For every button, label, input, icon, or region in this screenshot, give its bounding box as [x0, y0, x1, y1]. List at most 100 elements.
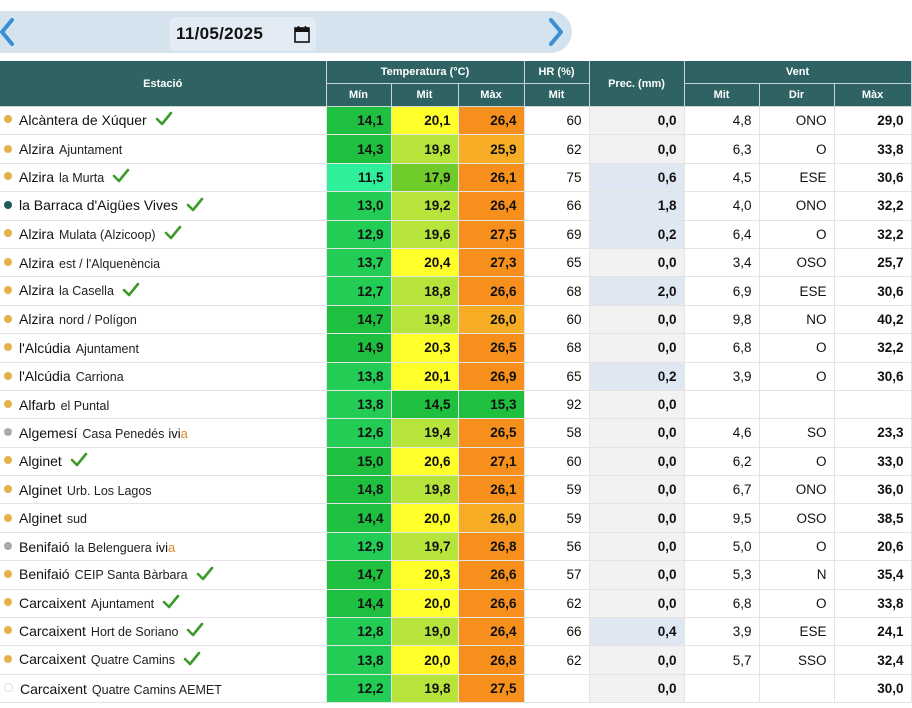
table-row[interactable]: l'Alcúdia Ajuntament 14,9 20,3 26,5 68 0,0 6,8 O…	[0, 333, 912, 363]
table-row[interactable]: Alginet 15,0 20,6 27,1 60 0,0 6,2 O 33,0	[0, 447, 912, 477]
table-row[interactable]: Benifaió la Belenguera ivia 12,9 19,7 26,8 56 0…	[0, 532, 912, 562]
table-row[interactable]: Carcaixent Quatre Camins AEMET 12,2 19,8 27,…	[0, 674, 912, 704]
precipitation-cell: 0,0	[589, 447, 685, 477]
wind-direction-cell: O	[759, 220, 835, 249]
station-subname: Quatre Camins	[90, 653, 175, 668]
temp-mit-cell: 20,0	[391, 589, 459, 619]
header-vent-mit[interactable]: Mit	[684, 83, 760, 107]
wind-mean-cell: 6,2	[684, 447, 760, 477]
station-name[interactable]: Benifaió	[19, 538, 70, 555]
table-row[interactable]: Alzira Ajuntament 14,3 19,8 25,9 62 0,0 6,3 O 33,…	[0, 134, 912, 164]
station-cell[interactable]: Algemesí Casa Penedés ivia	[0, 418, 327, 448]
table-row[interactable]: Alzira la Murta 11,5 17,9 26,1 75 0,6 4,5 ESE 30,…	[0, 163, 912, 193]
station-name[interactable]: Alzira	[19, 168, 55, 185]
station-cell[interactable]: Alcàntera de Xúquer	[0, 106, 327, 136]
table-row[interactable]: Benifaió CEIP Santa Bàrbara 14,7 20,3 26,6 57…	[0, 560, 912, 590]
station-cell[interactable]: Alzira la Murta	[0, 163, 327, 193]
humidity-cell: 56	[524, 532, 590, 562]
station-name[interactable]: Alfarb	[19, 396, 56, 413]
checkmark-icon	[162, 594, 180, 609]
station-cell[interactable]: l'Alcúdia Ajuntament	[0, 333, 327, 363]
precipitation-cell: 0,0	[589, 532, 685, 562]
wind-mean-cell	[684, 390, 760, 420]
station-cell[interactable]: Carcaixent Quatre Camins	[0, 645, 327, 675]
station-cell[interactable]: Alginet sud	[0, 503, 327, 533]
station-name[interactable]: Alzira	[19, 141, 55, 158]
date-input[interactable]: 11/05/2025	[170, 17, 316, 51]
station-name[interactable]: Carcaixent	[19, 623, 86, 639]
header-prec[interactable]: Prec. (mm)	[589, 61, 685, 107]
calendar-icon[interactable]	[294, 25, 310, 43]
table-row[interactable]: Alzira Mulata (Alzicoop) 12,9 19,6 27,5 69 0,2…	[0, 220, 912, 249]
station-name[interactable]: Carcaixent	[19, 651, 86, 668]
station-cell[interactable]: Alginet Urb. Los Lagos	[0, 475, 327, 505]
station-name[interactable]: Algemesí	[19, 424, 78, 441]
header-temp-max[interactable]: Màx	[458, 83, 525, 107]
table-row[interactable]: Carcaixent Ajuntament 14,4 20,0 26,6 62 0,0 6,8…	[0, 589, 912, 619]
wind-max-cell: 32,2	[834, 220, 912, 249]
station-name[interactable]: Alzira	[19, 254, 55, 271]
station-name[interactable]: Alginet	[19, 481, 62, 498]
station-cell[interactable]: Alzira Ajuntament	[0, 134, 327, 164]
table-row[interactable]: Alcàntera de Xúquer 14,1 20,1 26,4 60 0,0 4,8 O…	[0, 106, 912, 136]
table-row[interactable]: Algemesí Casa Penedés ivia 12,6 19,4 26,5 58 0,…	[0, 418, 912, 448]
table-row[interactable]: Alzira nord / Polígon 14,7 19,8 26,0 60 0,0 9,8…	[0, 305, 912, 335]
header-hr-mit[interactable]: Mit	[524, 83, 590, 107]
station-cell[interactable]: Alzira la Casella	[0, 276, 327, 306]
checkmark-icon	[187, 623, 204, 637]
station-name[interactable]: l'Alcúdia	[19, 368, 71, 385]
station-name[interactable]: Alzira	[19, 225, 55, 242]
header-vent-max[interactable]: Màx	[834, 83, 912, 107]
station-name[interactable]: Alzira	[19, 282, 55, 299]
station-cell[interactable]: l'Alcúdia Carriona	[0, 362, 327, 391]
wind-max-cell: 32,2	[834, 333, 912, 363]
station-cell[interactable]: Alzira Mulata (Alzicoop)	[0, 220, 327, 249]
station-cell[interactable]: Benifaió CEIP Santa Bàrbara	[0, 560, 327, 590]
station-name[interactable]: Benifaió	[19, 566, 70, 583]
station-name[interactable]: Carcaixent	[19, 594, 86, 611]
chevron-right-icon[interactable]	[545, 14, 567, 50]
table-row[interactable]: l'Alcúdia Carriona 13,8 20,1 26,9 65 0,2 3,9 O 30…	[0, 362, 912, 391]
station-cell[interactable]: Alginet	[0, 447, 327, 477]
station-name[interactable]: Alginet	[19, 510, 62, 527]
table-row[interactable]: Carcaixent Quatre Camins 13,8 20,0 26,8 62 0,0…	[0, 645, 912, 675]
station-name[interactable]: la Barraca d'Aigües Vives	[19, 197, 178, 214]
humidity-cell: 66	[524, 191, 590, 221]
station-name[interactable]: Alginet	[19, 452, 62, 469]
table-row[interactable]: Alginet sud 14,4 20,0 26,0 59 0,0 9,5 OSO 38,5	[0, 503, 912, 533]
station-name[interactable]: l'Alcúdia	[19, 339, 71, 356]
station-cell[interactable]: Alzira est / l'Alquenència	[0, 248, 327, 278]
station-cell[interactable]: Benifaió la Belenguera ivia	[0, 532, 327, 562]
chevron-left-icon[interactable]	[0, 14, 18, 50]
station-cell[interactable]: Carcaixent Quatre Camins AEMET	[0, 674, 327, 704]
table-row[interactable]: Alginet Urb. Los Lagos 14,8 19,8 26,1 59 0,0 6,…	[0, 475, 912, 505]
table-row[interactable]: Alzira la Casella 12,7 18,8 26,6 68 2,0 6,9 ESE 3…	[0, 276, 912, 306]
station-subname: el Puntal	[60, 398, 110, 413]
status-dot-icon	[4, 428, 12, 437]
precipitation-cell: 0,0	[589, 305, 685, 335]
precipitation-cell: 0,0	[589, 589, 685, 619]
station-cell[interactable]: Carcaixent Ajuntament	[0, 589, 327, 619]
temp-min-cell: 14,1	[326, 106, 392, 136]
status-dot-icon	[4, 541, 12, 550]
station-name[interactable]: Alzira	[19, 311, 55, 328]
station-cell[interactable]: Carcaixent Hort de Soriano	[0, 617, 327, 647]
table-row[interactable]: Alzira est / l'Alquenència 13,7 20,4 27,3 65 0…	[0, 248, 912, 278]
table-row[interactable]: Alfarb el Puntal 13,8 14,5 15,3 92 0,0	[0, 390, 912, 420]
station-name[interactable]: Carcaixent	[20, 680, 87, 697]
precipitation-cell: 0,0	[589, 645, 685, 675]
temp-mit-cell: 19,4	[391, 418, 459, 448]
table-row[interactable]: la Barraca d'Aigües Vives 13,0 19,2 26,4 66 1…	[0, 191, 912, 221]
temp-mit-cell: 20,6	[391, 447, 459, 477]
header-temp-min[interactable]: Mín	[326, 83, 392, 107]
station-cell[interactable]: Alfarb el Puntal	[0, 390, 327, 420]
wind-direction-cell	[759, 390, 835, 420]
table-row[interactable]: Carcaixent Hort de Soriano 12,8 19,0 26,4 66 0…	[0, 617, 912, 647]
station-cell[interactable]: la Barraca d'Aigües Vives	[0, 191, 327, 221]
header-vent-dir[interactable]: Dir	[759, 83, 835, 107]
header-temp-mit[interactable]: Mit	[391, 83, 459, 107]
header-estacio[interactable]: Estació	[0, 61, 327, 107]
station-name[interactable]: Alcàntera de Xúquer	[19, 111, 147, 128]
station-cell[interactable]: Alzira nord / Polígon	[0, 305, 327, 335]
ivia-logo-main: ivi	[168, 425, 181, 441]
